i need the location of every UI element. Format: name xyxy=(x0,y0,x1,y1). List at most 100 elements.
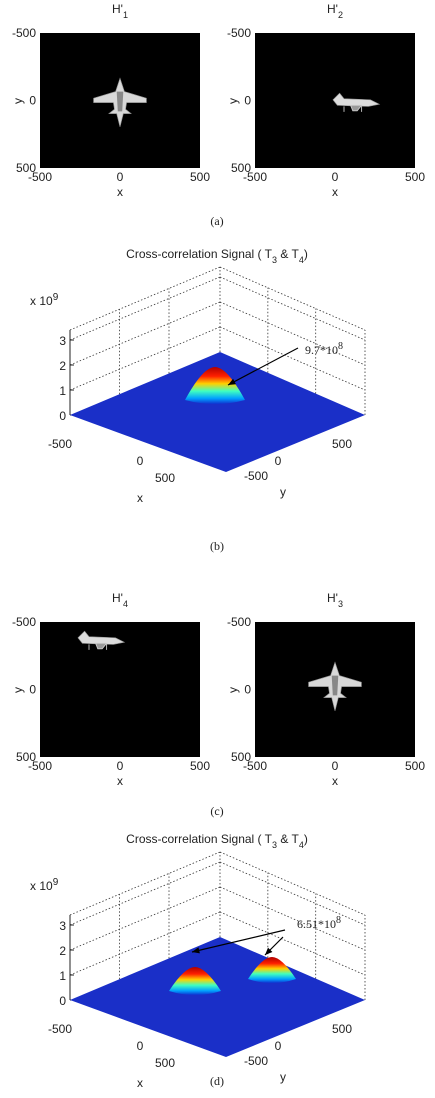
image-area xyxy=(40,622,200,757)
y-tick-label: 500 xyxy=(332,1022,352,1036)
y-axis-label: y xyxy=(226,687,240,693)
annotation: 6.51*108 xyxy=(297,915,341,932)
x-axis-label: x xyxy=(332,774,338,788)
surface-floor xyxy=(70,937,365,1057)
y-tick-label: 500 xyxy=(332,437,352,451)
subscript: 4 xyxy=(299,255,304,265)
x-tick-label: 500 xyxy=(155,471,175,485)
x-tick-label: -500 xyxy=(48,1022,72,1036)
x-tick-label: 500 xyxy=(405,170,425,184)
y-axis-label: y xyxy=(11,687,25,693)
box-edge xyxy=(69,861,221,926)
text-part: H' xyxy=(112,2,123,16)
plot-title: H'1 xyxy=(112,2,128,20)
x-tick-label: 0 xyxy=(117,759,124,773)
y-tick-label: 0 xyxy=(275,1039,282,1053)
annotation: 9.7*108 xyxy=(305,341,343,358)
y-tick-label: 0 xyxy=(29,94,36,108)
supscript: 9 xyxy=(53,292,59,303)
z-tick-label: 0 xyxy=(59,409,66,423)
z-tick-label: 3 xyxy=(59,919,66,933)
subscript: 3 xyxy=(272,255,277,265)
axis-scale: x 109 xyxy=(30,292,59,309)
text-part: H' xyxy=(112,591,123,605)
surface-peak xyxy=(185,367,245,404)
box-edge xyxy=(69,276,221,341)
aircraft-detail xyxy=(331,675,339,696)
y-tick-label: 500 xyxy=(231,161,251,175)
x-axis-label: x xyxy=(137,491,143,505)
panel-caption: (c) xyxy=(210,804,223,818)
panel-caption: (d) xyxy=(210,1074,224,1088)
box-edge xyxy=(219,851,366,916)
box-edge xyxy=(69,301,221,366)
x-tick-label: -500 xyxy=(28,759,52,773)
supscript: 9 xyxy=(53,877,59,888)
x-tick-label: 0 xyxy=(137,1039,144,1053)
axis-scale: x 109 xyxy=(30,877,59,894)
y-tick-label: 0 xyxy=(244,683,251,697)
z-tick-label: 2 xyxy=(59,944,66,958)
arrow-head xyxy=(265,947,273,955)
x-tick-label: 500 xyxy=(405,759,425,773)
text-part: x 10 xyxy=(30,879,53,893)
x-axis-label: x xyxy=(117,185,123,199)
x-tick-label: -500 xyxy=(28,170,52,184)
subscript: 1 xyxy=(123,10,128,20)
text-part: H' xyxy=(327,2,338,16)
y-axis-label: y xyxy=(280,485,286,499)
text-part: & T xyxy=(277,247,299,261)
text-part: 6.51*10 xyxy=(297,917,336,931)
arrow-head xyxy=(192,947,200,954)
x-tick-label: 0 xyxy=(332,170,339,184)
aircraft-body xyxy=(77,630,126,645)
x-tick-label: 500 xyxy=(155,1056,175,1070)
y-tick-label: 0 xyxy=(275,454,282,468)
z-tick-label: 3 xyxy=(59,334,66,348)
text-part: H' xyxy=(327,591,338,605)
aircraft-body xyxy=(332,92,381,107)
text-part: x 10 xyxy=(30,294,53,308)
text-part: Cross-correlation Signal ( T xyxy=(126,832,272,846)
x-tick-label: -500 xyxy=(243,759,267,773)
y-tick-label: -500 xyxy=(244,469,268,483)
panel-caption: (b) xyxy=(210,539,224,553)
z-tick-label: 2 xyxy=(59,359,66,373)
aircraft xyxy=(308,661,362,711)
subscript: 4 xyxy=(299,840,304,850)
panel-caption: (a) xyxy=(210,214,223,228)
subscript: 3 xyxy=(338,599,343,609)
aircraft-detail xyxy=(343,104,363,112)
y-axis-label: y xyxy=(226,98,240,104)
x-tick-label: 0 xyxy=(137,454,144,468)
x-tick-label: 0 xyxy=(332,759,339,773)
surface-peak xyxy=(248,957,296,983)
text-part: ) xyxy=(304,247,308,261)
x-axis-label: x xyxy=(137,1076,143,1090)
supscript: 8 xyxy=(338,341,343,352)
box-edge xyxy=(219,301,366,366)
box-edge xyxy=(69,851,221,916)
x-axis-label: x xyxy=(117,774,123,788)
plot-title: H'4 xyxy=(112,591,128,609)
y-tick-label: 0 xyxy=(29,683,36,697)
aircraft xyxy=(77,630,126,650)
text-part: & T xyxy=(277,832,299,846)
text-part: ) xyxy=(304,832,308,846)
box-edge xyxy=(69,326,221,391)
y-tick-label: -500 xyxy=(12,26,36,40)
y-tick-label: -500 xyxy=(227,26,251,40)
y-axis-label: y xyxy=(11,98,25,104)
text-part: 9.7*10 xyxy=(305,343,338,357)
aircraft xyxy=(332,92,381,112)
y-tick-label: -500 xyxy=(227,615,251,629)
plot-title: H'2 xyxy=(327,2,343,20)
box-edge xyxy=(69,911,221,976)
box-edge xyxy=(219,266,366,331)
annotation-arrow xyxy=(191,929,286,953)
z-tick-label: 1 xyxy=(59,384,66,398)
plot-title: Cross-correlation Signal ( T3 & T4) xyxy=(126,247,308,265)
aircraft-detail xyxy=(116,91,124,112)
y-tick-label: 500 xyxy=(231,750,251,764)
